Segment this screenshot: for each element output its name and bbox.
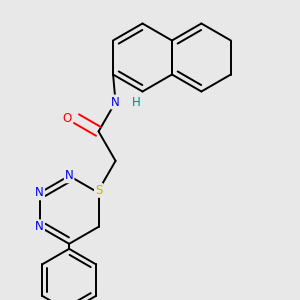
Text: S: S bbox=[95, 184, 102, 197]
Text: H: H bbox=[132, 95, 141, 109]
Text: O: O bbox=[63, 112, 72, 125]
Text: N: N bbox=[35, 220, 44, 233]
Text: N: N bbox=[65, 169, 74, 182]
Text: N: N bbox=[111, 95, 120, 109]
Text: N: N bbox=[35, 186, 44, 199]
